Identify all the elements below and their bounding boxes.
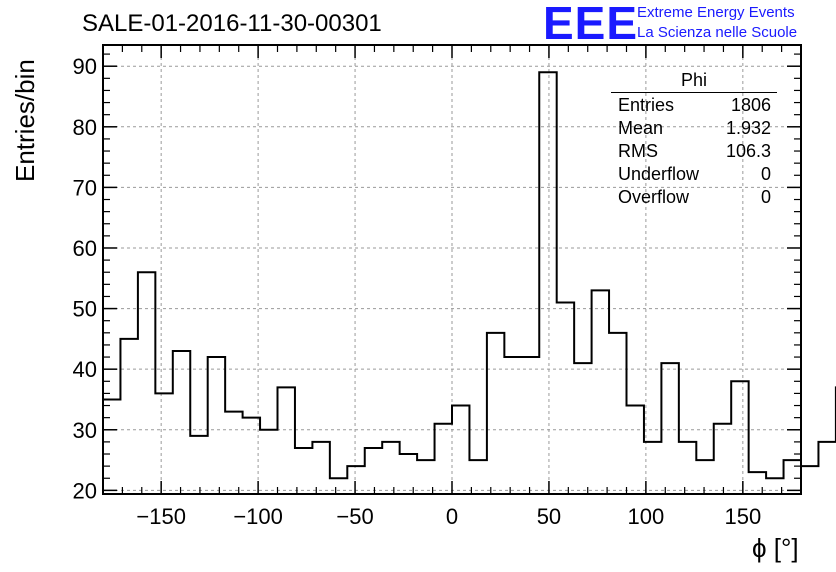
chart-title: SALE-01-2016-11-30-00301 [82,10,382,37]
logo-caption-line1: Extreme Energy Events [637,4,795,21]
plot-frame [102,44,802,495]
stats-label: Entries [618,95,675,115]
stats-title: Phi [611,69,777,93]
stats-value: 1806 [730,95,771,115]
histogram-series [103,71,836,480]
stats-box: Phi Entries 1806 Mean 1.932 RMS 106.3 Un… [611,69,777,209]
y-tick-label: 30 [73,418,97,443]
grid-lines [103,45,801,494]
y-tick-label: 50 [73,297,97,322]
stats-label: Overflow [618,187,690,207]
y-tick-label: 80 [73,115,97,140]
stats-row-mean: Mean 1.932 [611,117,777,140]
logo-caption-line2: La Scienza nelle Scuole [637,24,798,41]
y-tick-label: 90 [73,54,97,79]
x-tick-label: −100 [233,504,283,529]
stats-row-overflow: Overflow 0 [611,186,777,209]
y-tick-label: 60 [73,236,97,261]
x-tick-labels: −150 −100 −50 0 50 100 150 [136,504,761,529]
axis-ticks [103,45,801,494]
eee-logo: EEE [543,0,639,49]
stats-value: 106.3 [725,141,771,161]
stats-label: RMS [618,141,658,161]
x-tick-label: 50 [537,504,561,529]
stats-row-rms: RMS 106.3 [611,140,777,163]
x-tick-label: −50 [336,504,373,529]
x-tick-label: 150 [724,504,761,529]
y-tick-label: 40 [73,357,97,382]
y-tick-label: 70 [73,175,97,200]
stats-row-underflow: Underflow 0 [611,163,777,186]
stats-row-entries: Entries 1806 [611,94,777,117]
stats-value: 0 [760,164,771,184]
logo-caption: Extreme Energy Events La Scienza nelle S… [637,3,797,43]
y-tick-labels: 20 30 40 50 60 70 80 90 [73,54,97,503]
stats-label: Mean [618,118,664,138]
stats-label: Underflow [618,164,700,184]
y-axis-label: Entries/bin [10,59,40,182]
x-tick-label: 0 [446,504,458,529]
stats-value: 0 [760,187,771,207]
stats-value: 1.932 [725,118,771,138]
x-axis-label: ϕ [°] [752,533,799,563]
x-tick-label: −150 [136,504,186,529]
y-tick-label: 20 [73,478,97,503]
x-tick-label: 100 [628,504,665,529]
